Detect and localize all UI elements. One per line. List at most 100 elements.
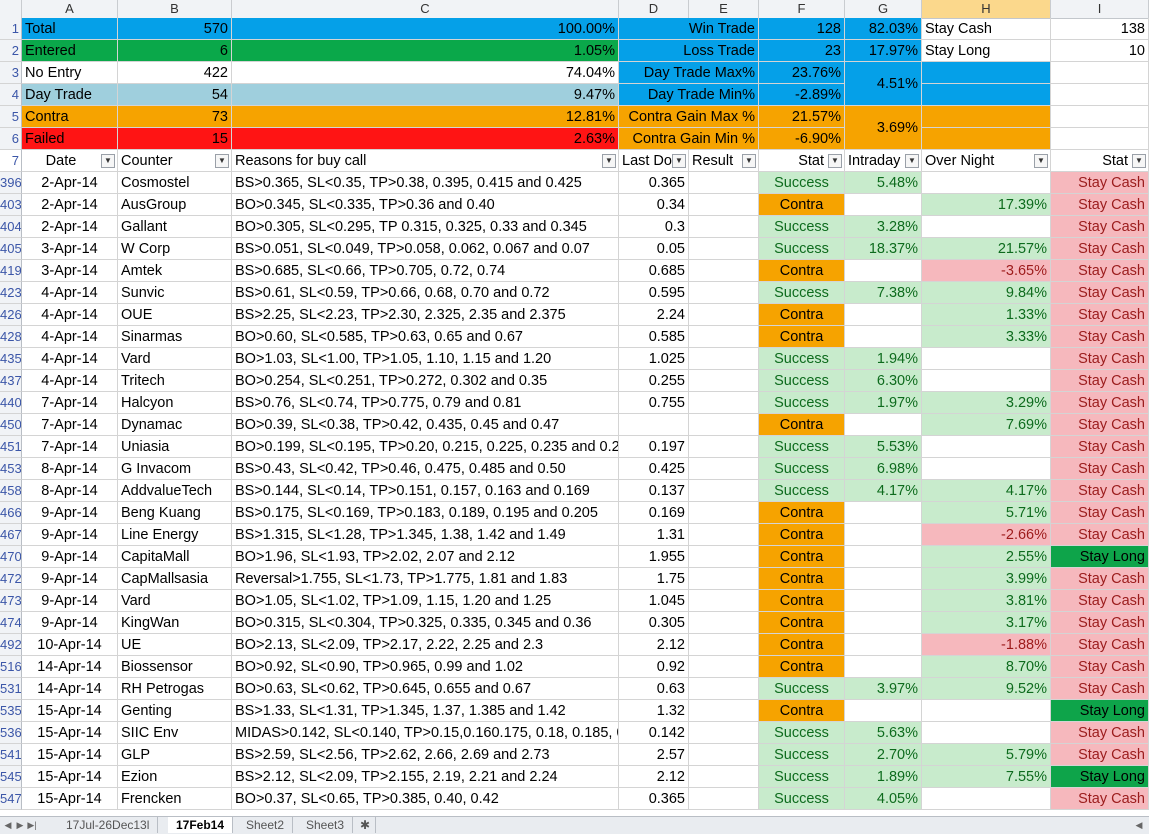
reason-cell[interactable]: BS>0.051, SL<0.049, TP>0.058, 0.062, 0.0… (232, 238, 619, 260)
date-cell[interactable]: 15-Apr-14 (22, 700, 118, 722)
select-all-corner[interactable] (0, 0, 22, 18)
reason-cell[interactable]: MIDAS>0.142, SL<0.140, TP>0.15,0.160.175… (232, 722, 619, 744)
stat-cell[interactable]: Success (759, 744, 845, 766)
intraday-cell[interactable] (845, 590, 922, 612)
summary-fill[interactable] (922, 128, 1051, 150)
reason-cell[interactable]: BO>0.39, SL<0.38, TP>0.42, 0.435, 0.45 a… (232, 414, 619, 436)
result-cell[interactable] (689, 172, 759, 194)
result-cell[interactable] (689, 216, 759, 238)
result-cell[interactable] (689, 480, 759, 502)
summary-percent[interactable]: 100.00% (232, 18, 619, 40)
date-cell[interactable]: 9-Apr-14 (22, 568, 118, 590)
counter-cell[interactable]: Line Energy (118, 524, 232, 546)
header-stat[interactable]: Stat (759, 150, 845, 172)
last-done-cell[interactable]: 0.255 (619, 370, 689, 392)
stat-cell[interactable]: Success (759, 282, 845, 304)
last-done-cell[interactable]: 0.685 (619, 260, 689, 282)
result-cell[interactable] (689, 766, 759, 788)
stay-status-cell[interactable]: Stay Cash (1051, 326, 1149, 348)
date-cell[interactable]: 4-Apr-14 (22, 348, 118, 370)
last-done-cell[interactable]: 2.24 (619, 304, 689, 326)
result-cell[interactable] (689, 568, 759, 590)
stat-percent[interactable]: 17.97% (845, 40, 922, 62)
intraday-cell[interactable] (845, 612, 922, 634)
summary-count[interactable]: 73 (118, 106, 232, 128)
stay-status-cell[interactable]: Stay Cash (1051, 348, 1149, 370)
reason-cell[interactable]: BS>0.43, SL<0.42, TP>0.46, 0.475, 0.485 … (232, 458, 619, 480)
result-cell[interactable] (689, 414, 759, 436)
reason-cell[interactable]: BO>1.03, SL<1.00, TP>1.05, 1.10, 1.15 an… (232, 348, 619, 370)
date-cell[interactable]: 10-Apr-14 (22, 634, 118, 656)
overnight-cell[interactable] (922, 458, 1051, 480)
header-last-done-filter-icon[interactable]: ▼ (672, 154, 686, 168)
empty-cell[interactable] (1051, 62, 1149, 84)
counter-cell[interactable]: Sinarmas (118, 326, 232, 348)
counter-cell[interactable]: Biossensor (118, 656, 232, 678)
sheet-tab-3[interactable]: Sheet2 (238, 817, 294, 833)
stat-cell[interactable]: Contra (759, 414, 845, 436)
counter-cell[interactable]: Halcyon (118, 392, 232, 414)
intraday-cell[interactable]: 5.63% (845, 722, 922, 744)
stay-status-cell[interactable]: Stay Cash (1051, 392, 1149, 414)
result-cell[interactable] (689, 238, 759, 260)
stat-cell[interactable]: Contra (759, 634, 845, 656)
intraday-cell[interactable]: 1.97% (845, 392, 922, 414)
result-cell[interactable] (689, 326, 759, 348)
stay-status-cell[interactable]: Stay Cash (1051, 194, 1149, 216)
summary-percent[interactable]: 9.47% (232, 84, 619, 106)
counter-cell[interactable]: W Corp (118, 238, 232, 260)
last-done-cell[interactable]: 0.365 (619, 788, 689, 810)
date-cell[interactable]: 2-Apr-14 (22, 172, 118, 194)
reason-cell[interactable]: BO>1.05, SL<1.02, TP>1.09, 1.15, 1.20 an… (232, 590, 619, 612)
result-cell[interactable] (689, 194, 759, 216)
counter-cell[interactable]: G Invacom (118, 458, 232, 480)
date-cell[interactable]: 8-Apr-14 (22, 480, 118, 502)
date-cell[interactable]: 3-Apr-14 (22, 260, 118, 282)
date-cell[interactable]: 7-Apr-14 (22, 436, 118, 458)
overnight-cell[interactable] (922, 788, 1051, 810)
row-number[interactable]: 531 (0, 678, 22, 700)
last-done-cell[interactable]: 0.05 (619, 238, 689, 260)
header-counter[interactable]: Counter (118, 150, 232, 172)
last-done-cell[interactable]: 0.142 (619, 722, 689, 744)
result-cell[interactable] (689, 744, 759, 766)
overnight-cell[interactable]: 3.29% (922, 392, 1051, 414)
date-cell[interactable]: 15-Apr-14 (22, 744, 118, 766)
reason-cell[interactable]: BO>0.60, SL<0.585, TP>0.63, 0.65 and 0.6… (232, 326, 619, 348)
column-header-f[interactable]: F (759, 0, 845, 18)
stat-label[interactable]: Win Trade (619, 18, 759, 40)
stat-cell[interactable]: Success (759, 678, 845, 700)
overnight-cell[interactable]: 21.57% (922, 238, 1051, 260)
stat-value[interactable]: -6.90% (759, 128, 845, 150)
stay-status-cell[interactable]: Stay Cash (1051, 502, 1149, 524)
column-header-g[interactable]: G (845, 0, 922, 18)
reason-cell[interactable]: BO>2.13, SL<2.09, TP>2.17, 2.22, 2.25 an… (232, 634, 619, 656)
counter-cell[interactable]: RH Petrogas (118, 678, 232, 700)
counter-cell[interactable]: Vard (118, 590, 232, 612)
stat-cell[interactable]: Success (759, 788, 845, 810)
stat-cell[interactable]: Success (759, 172, 845, 194)
overnight-cell[interactable]: 1.33% (922, 304, 1051, 326)
reason-cell[interactable]: BS>1.315, SL<1.28, TP>1.345, 1.38, 1.42 … (232, 524, 619, 546)
stay-count[interactable]: 10 (1051, 40, 1149, 62)
stat-cell[interactable]: Contra (759, 502, 845, 524)
date-cell[interactable]: 15-Apr-14 (22, 722, 118, 744)
overnight-cell[interactable]: 17.39% (922, 194, 1051, 216)
stay-status-cell[interactable]: Stay Cash (1051, 304, 1149, 326)
day-trade-average[interactable]: 4.51% (845, 62, 922, 106)
stat-value[interactable]: 23.76% (759, 62, 845, 84)
reason-cell[interactable]: BO>0.345, SL<0.335, TP>0.36 and 0.40 (232, 194, 619, 216)
row-number[interactable]: 1 (0, 18, 22, 40)
overnight-cell[interactable]: 9.84% (922, 282, 1051, 304)
row-number[interactable]: 6 (0, 128, 22, 150)
last-done-cell[interactable]: 0.137 (619, 480, 689, 502)
empty-cell[interactable] (1051, 84, 1149, 106)
date-cell[interactable]: 9-Apr-14 (22, 546, 118, 568)
tab-scroll-left-icon[interactable]: ◀ (4, 820, 12, 830)
row-number[interactable]: 536 (0, 722, 22, 744)
counter-cell[interactable]: Ezion (118, 766, 232, 788)
stay-status-cell[interactable]: Stay Cash (1051, 612, 1149, 634)
date-cell[interactable]: 3-Apr-14 (22, 238, 118, 260)
date-cell[interactable]: 9-Apr-14 (22, 590, 118, 612)
intraday-cell[interactable] (845, 568, 922, 590)
